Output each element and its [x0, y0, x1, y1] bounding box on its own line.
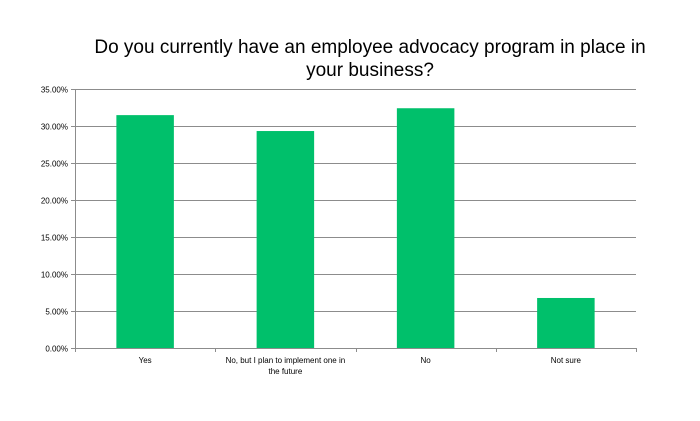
y-tick-label: 30.00%	[41, 123, 68, 132]
y-tick-label: 35.00%	[41, 86, 68, 95]
x-tick-label: Yes	[139, 356, 152, 365]
y-tick-label: 0.00%	[45, 345, 68, 354]
bar	[256, 131, 315, 348]
chart-title: Do you currently have an employee advoca…	[94, 37, 646, 81]
bar	[396, 108, 455, 349]
x-tick-label: No	[421, 356, 432, 365]
bar	[116, 115, 174, 348]
y-tick-label: 5.00%	[45, 308, 68, 317]
x-tick-label: No, but I plan to implement one in the fu…	[226, 356, 346, 376]
y-tick-label: 10.00%	[41, 271, 68, 280]
y-tick-label: 25.00%	[41, 160, 68, 169]
y-tick-label: 20.00%	[41, 197, 68, 206]
bar	[537, 297, 595, 348]
x-tick-label: Not sure	[551, 356, 582, 365]
y-tick-label: 15.00%	[41, 234, 68, 243]
